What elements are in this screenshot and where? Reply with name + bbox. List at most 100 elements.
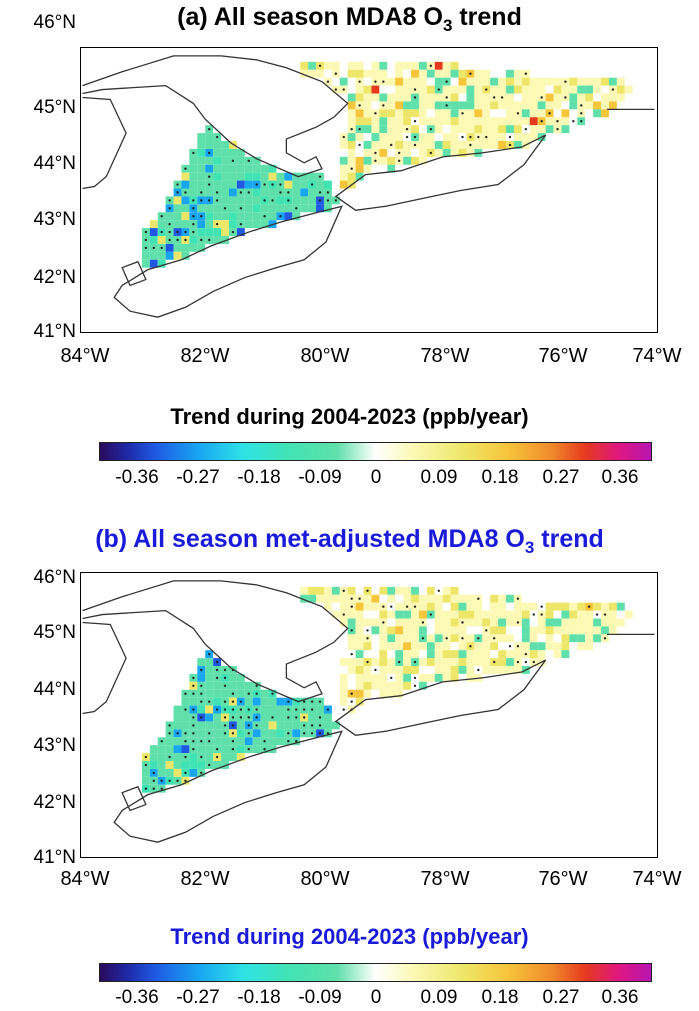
significance-dot <box>200 238 203 242</box>
trend-cell <box>355 658 364 667</box>
trend-cell <box>474 626 483 635</box>
trend-cell <box>561 642 570 651</box>
trend-cell <box>197 141 206 149</box>
trend-cell <box>347 61 356 70</box>
trend-cell <box>442 586 451 595</box>
trend-cell <box>181 196 190 205</box>
trend-cell <box>363 69 372 78</box>
trend-cell <box>593 109 602 118</box>
significance-dot <box>200 716 203 719</box>
trend-cell <box>331 602 340 611</box>
significance-dot <box>208 700 211 703</box>
significance-dot <box>477 637 480 640</box>
trend-cell <box>379 642 388 651</box>
trend-cell <box>189 156 198 165</box>
trend-cell <box>268 164 277 173</box>
trend-cell <box>395 618 404 627</box>
trend-cell <box>569 77 578 86</box>
trend-cell <box>545 618 554 627</box>
significance-dot <box>445 637 448 640</box>
trend-cell <box>513 610 522 619</box>
trend-cell <box>379 650 388 659</box>
trend-cell <box>450 650 459 659</box>
trend-cell <box>323 180 332 189</box>
trend-cell <box>363 141 372 149</box>
trend-cell <box>387 626 396 635</box>
trend-cell <box>418 156 427 165</box>
significance-dot <box>255 716 258 719</box>
trend-cell <box>244 196 253 205</box>
trend-cell <box>442 109 451 118</box>
trend-cell <box>339 172 348 181</box>
trend-cell <box>181 204 190 213</box>
trend-cell <box>149 745 158 754</box>
trend-cell <box>395 61 404 70</box>
trend-cell <box>561 618 570 627</box>
significance-dot <box>184 230 187 234</box>
significance-dot <box>184 238 187 242</box>
trend-cell <box>403 642 412 651</box>
trend-cell <box>498 610 507 619</box>
trend-cell <box>403 610 412 619</box>
significance-dot <box>326 732 330 735</box>
trend-cell <box>213 761 222 769</box>
significance-dot <box>326 708 330 711</box>
trend-cell <box>221 753 229 762</box>
significance-dot <box>445 80 448 83</box>
trend-cell <box>205 188 214 197</box>
trend-cell <box>236 164 245 173</box>
trend-cell <box>450 586 459 595</box>
trend-cell <box>395 673 404 682</box>
trend-cell <box>252 204 261 213</box>
trend-cell <box>545 626 554 635</box>
trend-cell <box>529 77 538 86</box>
trend-cell <box>221 180 229 189</box>
significance-dot <box>192 199 195 202</box>
significance-dot <box>500 96 504 99</box>
significance-dot <box>524 72 528 75</box>
trend-cell <box>268 737 277 746</box>
significance-dot <box>540 120 543 123</box>
trend-cell <box>434 117 443 126</box>
trend-cell <box>371 610 380 619</box>
trend-cell <box>434 69 443 78</box>
significance-dot <box>556 127 559 131</box>
significance-dot <box>382 621 385 624</box>
trend-cell <box>363 101 372 110</box>
trend-cell <box>355 93 364 102</box>
trend-cell <box>418 133 427 142</box>
trend-cell <box>434 658 443 667</box>
trend-cell <box>363 93 372 102</box>
trend-cell <box>205 753 214 762</box>
trend-cell <box>601 101 609 110</box>
trend-cell <box>355 634 364 643</box>
trend-cell <box>442 141 451 149</box>
trend-cell <box>323 204 332 213</box>
significance-dot <box>310 700 314 703</box>
significance-dot <box>192 692 195 695</box>
trend-cell <box>403 93 412 102</box>
trend-cell <box>355 610 364 619</box>
trend-cell <box>482 594 491 603</box>
significance-dot <box>492 660 496 664</box>
trend-cell <box>355 148 364 157</box>
significance-dot <box>184 740 187 743</box>
trend-cell <box>450 626 459 635</box>
trend-cell <box>244 164 253 173</box>
trend-cell <box>197 243 206 252</box>
trend-cell <box>173 251 182 260</box>
trend-cell <box>506 626 514 635</box>
trend-cell <box>347 666 356 674</box>
trend-cell <box>228 164 237 173</box>
trend-cell <box>569 634 578 643</box>
significance-dot <box>421 637 425 640</box>
trend-cell <box>165 768 174 777</box>
trend-cell <box>268 721 277 730</box>
trend-cell <box>308 61 317 70</box>
trend-cell <box>181 220 190 229</box>
trend-cell <box>403 586 412 595</box>
trend-cell <box>601 93 609 102</box>
trend-cell <box>197 729 206 738</box>
trend-cell <box>521 642 530 651</box>
trend-cell <box>236 729 245 738</box>
